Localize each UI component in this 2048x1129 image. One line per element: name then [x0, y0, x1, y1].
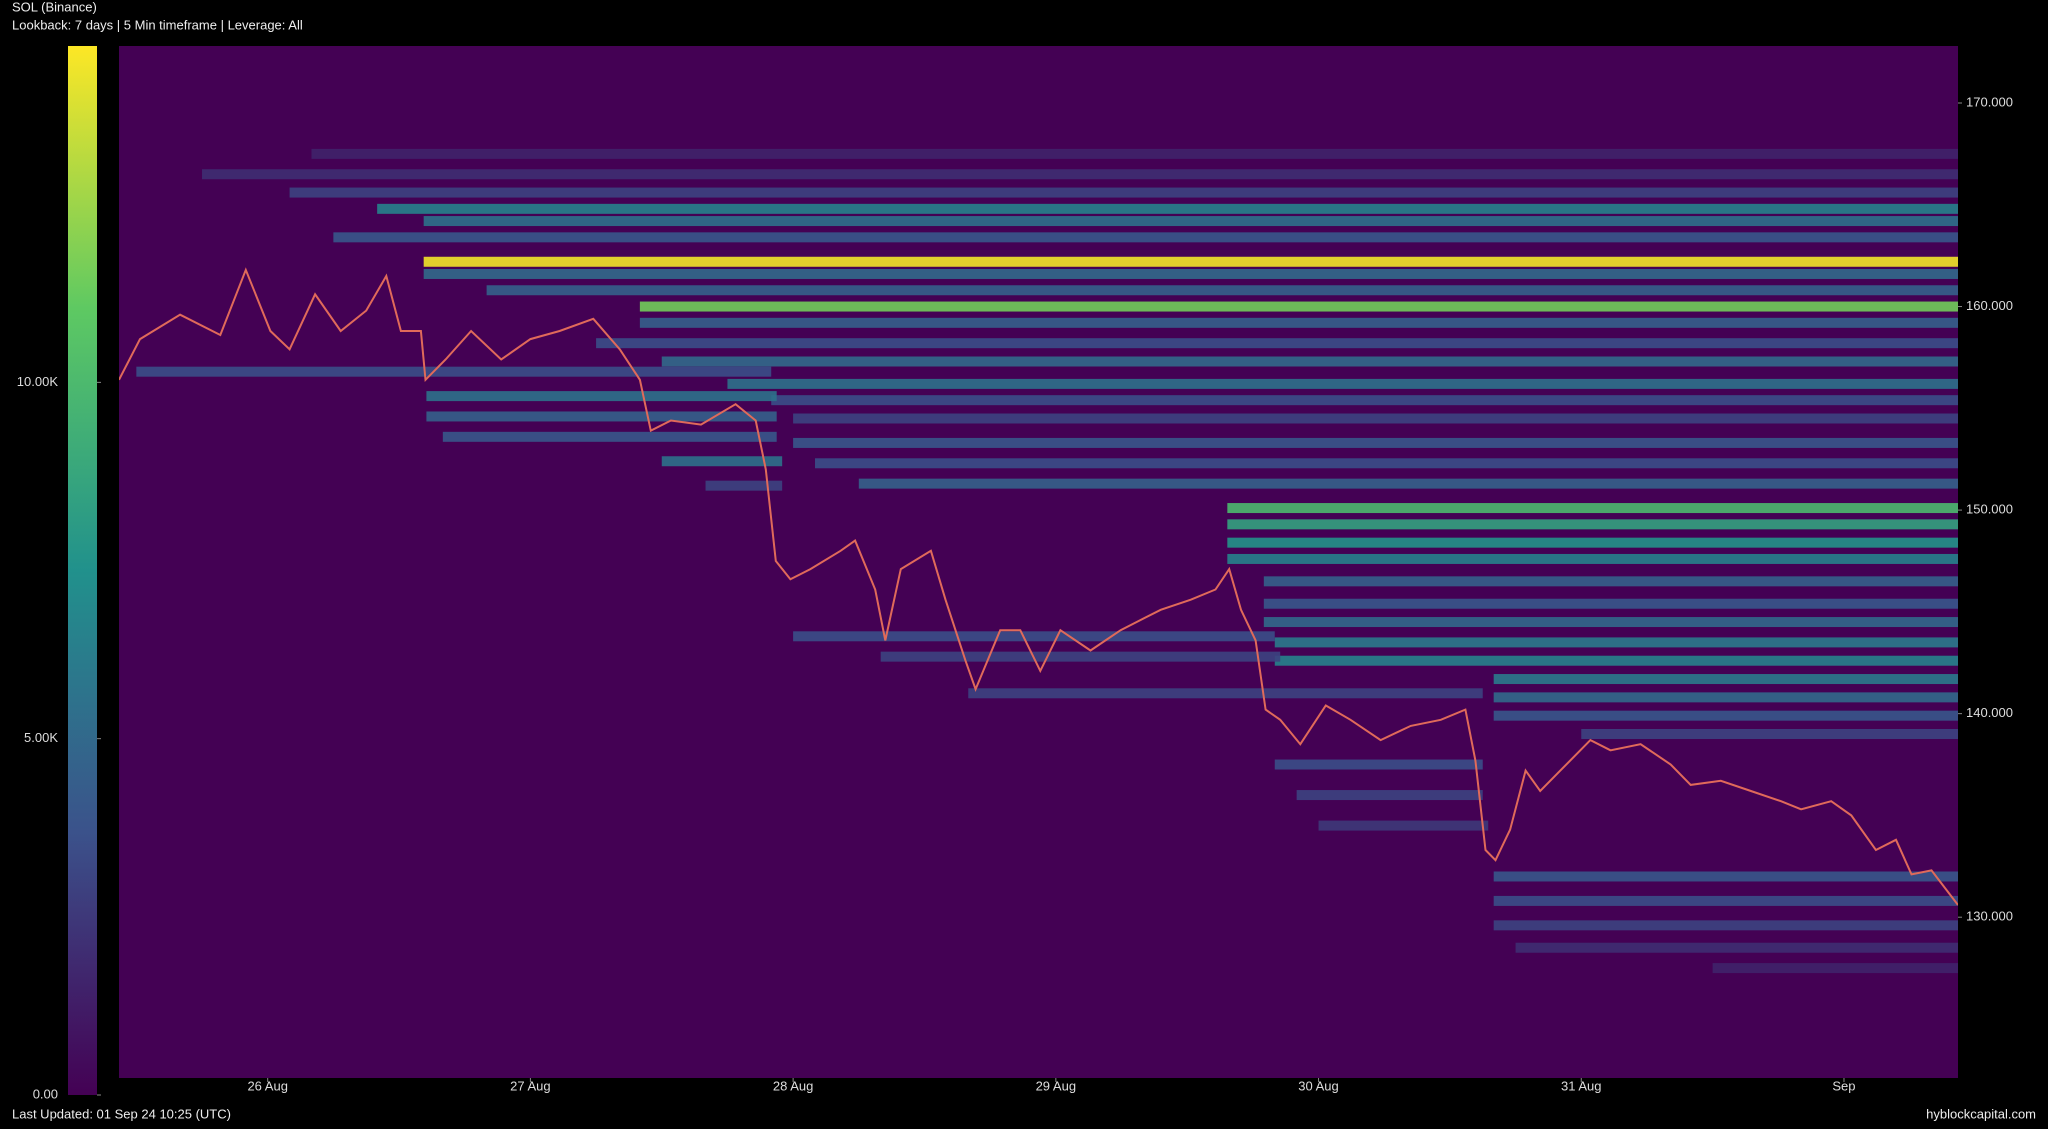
x-tick-label: 28 Aug [773, 1078, 814, 1093]
liquidation-level [136, 366, 772, 377]
y-tick-label: 150.000 [1966, 502, 2013, 517]
liquidation-level [1493, 710, 1958, 721]
liquidation-level [1263, 598, 1958, 609]
liquidation-level [1227, 537, 1958, 548]
liquidation-level [1227, 553, 1958, 564]
chart-subtitle: Lookback: 7 days | 5 Min timeframe | Lev… [12, 17, 303, 32]
chart-title: SOL (Binance) [12, 0, 97, 14]
plot-area [119, 148, 1958, 974]
liquidation-level [639, 301, 1958, 312]
liquidation-level [771, 395, 1958, 406]
liquidation-level [1581, 729, 1958, 739]
liquidation-level [880, 651, 1281, 662]
liquidation-level [486, 285, 1958, 296]
liquidation-level [333, 232, 1958, 243]
y-tick-label: 130.000 [1966, 909, 2013, 924]
x-tick-label: 26 Aug [247, 1078, 288, 1093]
liquidation-level [1493, 920, 1958, 931]
liquidation-level [202, 169, 1958, 180]
x-tick-label: 30 Aug [1298, 1078, 1339, 1093]
liquidation-level [793, 631, 1275, 642]
colorbar-tick-label: 5.00K [24, 730, 58, 745]
liquidation-level [1493, 692, 1958, 703]
liquidation-level [1274, 759, 1483, 770]
liquidation-level [1274, 637, 1958, 648]
source: hyblockcapital.com [1926, 1106, 2036, 1121]
liquidation-level [1493, 895, 1958, 906]
liquidation-level [1274, 655, 1958, 666]
liquidation-level [815, 458, 1958, 469]
x-tick-label: 29 Aug [1036, 1078, 1077, 1093]
liquidation-level [661, 356, 1958, 367]
liquidation-level [1712, 963, 1958, 974]
liquidation-level [639, 317, 1958, 328]
liquidation-level [442, 431, 777, 442]
liquidation-level [793, 437, 1958, 448]
liquidation-level [1493, 674, 1958, 685]
liquidation-level [1515, 942, 1958, 953]
liquidation-level [1227, 503, 1958, 514]
x-tick-label: 31 Aug [1561, 1078, 1602, 1093]
liquidation-level [1318, 820, 1489, 831]
liquidation-level [423, 216, 1958, 227]
liquidation-level [289, 187, 1958, 198]
x-tick-label: Sep [1832, 1078, 1855, 1093]
y-tick-label: 160.000 [1966, 298, 2013, 313]
liquidation-level [423, 268, 1958, 279]
price-line [119, 267, 1958, 906]
liquidation-level [1263, 576, 1958, 587]
liquidation-level [311, 148, 1958, 159]
liquidation-level [661, 456, 783, 467]
liquidation-level [1296, 790, 1483, 801]
liquidation-level [705, 480, 783, 491]
colorbar [68, 46, 97, 1095]
liquidation-level [596, 338, 1958, 349]
liquidation-level [793, 413, 1958, 424]
colorbar-tick-label: 0.00 [33, 1086, 58, 1101]
y-tick-label: 170.000 [1966, 94, 2013, 109]
liquidation-level [727, 378, 1958, 389]
liquidation-level [377, 203, 1958, 214]
liquidation-level [858, 478, 1958, 489]
liquidation-level [968, 688, 1483, 699]
x-tick-label: 27 Aug [510, 1078, 551, 1093]
liquidation-level [426, 391, 777, 402]
liquidation-level [423, 256, 1958, 267]
liquidation-level [1493, 871, 1958, 882]
y-tick-label: 140.000 [1966, 705, 2013, 720]
footer: Last Updated: 01 Sep 24 10:25 (UTC) [12, 1106, 231, 1121]
liquidation-level [1263, 617, 1958, 628]
liquidation-level [1227, 519, 1958, 530]
colorbar-tick-label: 10.00K [17, 374, 59, 389]
liquidation-level [426, 411, 777, 422]
